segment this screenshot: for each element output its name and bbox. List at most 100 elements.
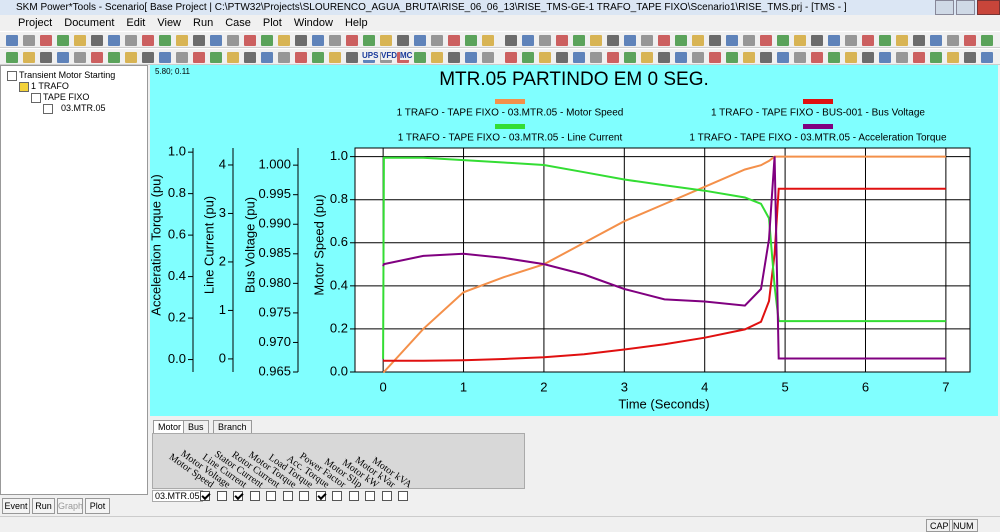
toolbar-button[interactable] bbox=[57, 35, 69, 46]
toolbar-button[interactable] bbox=[448, 35, 460, 46]
toolbar-button[interactable] bbox=[505, 35, 517, 46]
toolbar-button[interactable] bbox=[346, 35, 358, 46]
toolbar-button[interactable] bbox=[658, 35, 670, 46]
toolbar-button[interactable] bbox=[981, 35, 993, 46]
toolbar-button[interactable] bbox=[329, 52, 341, 63]
toolbar-button[interactable] bbox=[913, 35, 925, 46]
toolbar-button[interactable] bbox=[40, 35, 52, 46]
button[interactable]: Event bbox=[2, 498, 30, 514]
menu-item[interactable]: View bbox=[157, 17, 182, 29]
toolbar-button[interactable] bbox=[295, 52, 307, 63]
tab[interactable]: Branch bbox=[213, 420, 252, 434]
toolbar-button[interactable] bbox=[346, 52, 358, 63]
tree-item[interactable]: TAPE FIXO bbox=[43, 92, 90, 102]
toolbar-button[interactable] bbox=[74, 52, 86, 63]
toolbar-button[interactable] bbox=[465, 52, 477, 63]
checkbox[interactable] bbox=[332, 491, 342, 501]
toolbar-button[interactable] bbox=[709, 52, 721, 63]
toolbar-button[interactable] bbox=[726, 52, 738, 63]
menu-item[interactable]: Help bbox=[344, 17, 368, 29]
toolbar-button[interactable] bbox=[210, 35, 222, 46]
toolbar-button[interactable] bbox=[193, 35, 205, 46]
toolbar-button[interactable] bbox=[159, 52, 171, 63]
toolbar-button[interactable] bbox=[658, 52, 670, 63]
toolbar-button[interactable] bbox=[312, 35, 324, 46]
checkbox[interactable] bbox=[398, 491, 408, 501]
tree-item[interactable]: Transient Motor Starting bbox=[19, 70, 116, 80]
toolbar-button[interactable] bbox=[414, 35, 426, 46]
toolbar-button[interactable] bbox=[930, 35, 942, 46]
toolbar-button[interactable] bbox=[91, 35, 103, 46]
menu-item[interactable]: Document bbox=[64, 17, 115, 29]
toolbar-button[interactable] bbox=[556, 52, 568, 63]
toolbar-button[interactable] bbox=[964, 35, 976, 46]
toolbar-button[interactable] bbox=[930, 52, 942, 63]
toolbar-button[interactable] bbox=[505, 52, 517, 63]
toolbar-button[interactable] bbox=[641, 52, 653, 63]
checkbox[interactable] bbox=[266, 491, 276, 501]
toolbar-button[interactable] bbox=[91, 52, 103, 63]
toolbar-button[interactable] bbox=[210, 52, 222, 63]
toolbar-button[interactable] bbox=[981, 52, 993, 63]
toolbar-label[interactable]: MC bbox=[400, 51, 413, 60]
checkbox[interactable] bbox=[249, 491, 260, 501]
checkbox[interactable] bbox=[200, 490, 211, 501]
toolbar-button[interactable] bbox=[108, 52, 120, 63]
checkbox[interactable] bbox=[216, 491, 227, 501]
toolbar-button[interactable] bbox=[176, 52, 188, 63]
toolbar-button[interactable] bbox=[295, 35, 307, 46]
menu-item[interactable]: Case bbox=[225, 17, 251, 29]
toolbar-button[interactable] bbox=[431, 52, 443, 63]
checkbox[interactable] bbox=[282, 491, 293, 501]
toolbar-button[interactable] bbox=[176, 35, 188, 46]
toolbar-button[interactable] bbox=[947, 52, 959, 63]
tab[interactable]: Bus bbox=[183, 420, 209, 434]
toolbar-button[interactable] bbox=[465, 35, 477, 46]
toolbar-button[interactable] bbox=[590, 35, 602, 46]
toolbar-button[interactable] bbox=[879, 52, 891, 63]
toolbar-button[interactable] bbox=[896, 35, 908, 46]
checkbox[interactable] bbox=[233, 490, 244, 501]
toolbar-button[interactable] bbox=[573, 35, 585, 46]
tree-item[interactable]: 03.MTR.05 bbox=[61, 103, 106, 113]
toolbar-button[interactable] bbox=[692, 35, 704, 46]
checkbox[interactable] bbox=[365, 491, 375, 501]
toolbar-button[interactable] bbox=[947, 35, 959, 46]
toolbar-button[interactable] bbox=[414, 52, 426, 63]
minimize-button[interactable] bbox=[935, 0, 955, 15]
tree-item[interactable]: 1 TRAFO bbox=[31, 81, 69, 91]
toolbar-button[interactable] bbox=[57, 52, 69, 63]
toolbar-button[interactable] bbox=[760, 52, 772, 63]
toolbar-button[interactable] bbox=[363, 35, 375, 46]
toolbar-button[interactable] bbox=[607, 35, 619, 46]
menu-item[interactable]: Run bbox=[193, 17, 214, 29]
toolbar-button[interactable] bbox=[448, 52, 460, 63]
toolbar-button[interactable] bbox=[760, 35, 772, 46]
toolbar-button[interactable] bbox=[913, 52, 925, 63]
menu-item[interactable]: Project bbox=[18, 17, 53, 29]
toolbar-button[interactable] bbox=[142, 52, 154, 63]
toolbar-button[interactable] bbox=[743, 52, 755, 63]
toolbar-button[interactable] bbox=[573, 52, 585, 63]
toolbar-button[interactable] bbox=[431, 35, 443, 46]
toolbar-button[interactable] bbox=[624, 52, 636, 63]
menu-item[interactable]: Plot bbox=[262, 17, 282, 29]
maximize-button[interactable] bbox=[956, 0, 976, 15]
toolbar-button[interactable] bbox=[896, 52, 908, 63]
toolbar-button[interactable] bbox=[828, 52, 840, 63]
toolbar-button[interactable] bbox=[726, 35, 738, 46]
toolbar-button[interactable] bbox=[244, 52, 256, 63]
toolbar-button[interactable] bbox=[261, 35, 273, 46]
toolbar-label[interactable]: VFD bbox=[381, 51, 397, 60]
toolbar-button[interactable] bbox=[261, 52, 273, 63]
toolbar-button[interactable] bbox=[590, 52, 602, 63]
toolbar-button[interactable] bbox=[278, 52, 290, 63]
toolbar-button[interactable] bbox=[556, 35, 568, 46]
toolbar-button[interactable] bbox=[828, 35, 840, 46]
toolbar-button[interactable] bbox=[845, 35, 857, 46]
toolbar-button[interactable] bbox=[142, 35, 154, 46]
toolbar-button[interactable] bbox=[743, 35, 755, 46]
checkbox[interactable] bbox=[348, 491, 359, 501]
toolbar-button[interactable] bbox=[74, 35, 86, 46]
toolbar-button[interactable] bbox=[607, 52, 619, 63]
